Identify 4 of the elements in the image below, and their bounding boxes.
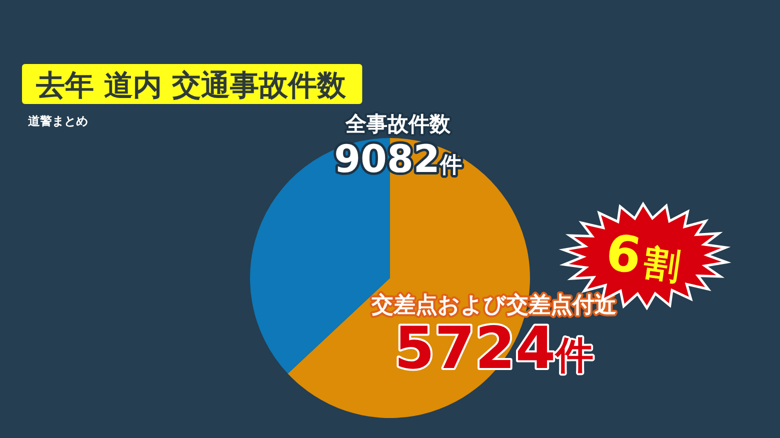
text: 全事故件数	[344, 112, 452, 136]
text: 6割	[602, 223, 682, 288]
chart-title: 去年 道内 交通事故件数	[35, 68, 348, 102]
text: 道警まとめ	[27, 114, 88, 128]
